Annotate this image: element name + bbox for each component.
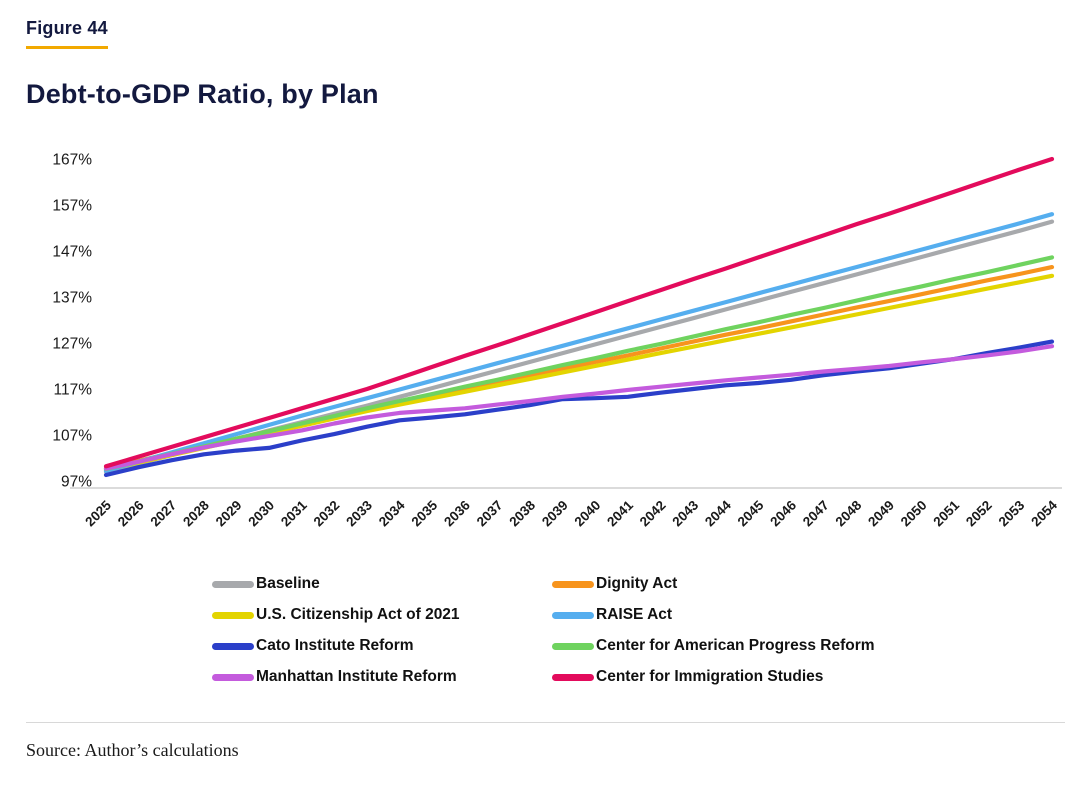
legend-swatch <box>552 580 594 588</box>
series-line-center-for-immigration-studies <box>103 156 1055 469</box>
x-tick-label: 2025 <box>82 497 114 529</box>
series-line-manhattan-institute-reform <box>103 344 1055 471</box>
x-tick-label: 2040 <box>572 498 604 530</box>
legend-label: Center for Immigration Studies <box>596 668 824 685</box>
debt-gdp-line-chart: 97% 107% 117% 127% 137% 147% 157% 167% 2025 2026 2… <box>26 132 1065 569</box>
x-tick-label: 2048 <box>833 497 865 529</box>
legend-item: RAISE Act <box>552 606 1065 624</box>
x-tick-label: 2026 <box>115 497 147 529</box>
legend-item: Center for American Progress Reform <box>552 637 1065 655</box>
x-tick-label: 2046 <box>767 497 799 529</box>
x-tick-label: 2029 <box>213 498 245 530</box>
legend-item: Baseline <box>212 575 552 593</box>
x-tick-label: 2044 <box>702 497 734 529</box>
x-tick-label: 2043 <box>669 497 701 529</box>
legend-label: U.S. Citizenship Act of 2021 <box>256 606 460 623</box>
x-tick-label: 2038 <box>506 497 538 529</box>
legend-item: Cato Institute Reform <box>212 637 552 655</box>
x-tick-label: 2027 <box>148 498 180 530</box>
y-tick-label: 97% <box>61 474 92 491</box>
x-tick-label: 2032 <box>311 498 343 530</box>
y-tick-label: 127% <box>52 336 92 353</box>
x-tick-label: 2031 <box>278 497 310 529</box>
legend-swatch <box>212 611 254 619</box>
legend-label: Manhattan Institute Reform <box>256 668 457 685</box>
x-tick-label: 2034 <box>376 497 408 529</box>
legend-swatch <box>212 673 254 681</box>
x-tick-label: 2036 <box>441 497 473 529</box>
legend-swatch <box>552 611 594 619</box>
series-line-raise-act <box>103 212 1055 473</box>
x-tick-label: 2033 <box>343 497 375 529</box>
legend-item: U.S. Citizenship Act of 2021 <box>212 606 552 624</box>
y-tick-label: 137% <box>52 290 92 307</box>
figure-label: Figure 44 <box>26 18 108 49</box>
x-tick-label: 2047 <box>800 498 832 530</box>
chart-legend: Baseline Dignity Act U.S. Citizenship Act … <box>212 575 1065 686</box>
legend-label: Cato Institute Reform <box>256 637 414 654</box>
legend-swatch <box>212 642 254 650</box>
x-tick-label: 2042 <box>637 498 669 530</box>
y-tick-label: 167% <box>52 152 92 169</box>
y-tick-label: 157% <box>52 198 92 215</box>
legend-item: Dignity Act <box>552 575 1065 593</box>
legend-label: Baseline <box>256 575 320 592</box>
legend-label: Center for American Progress Reform <box>596 637 875 654</box>
x-tick-label: 2035 <box>408 497 440 529</box>
legend-label: Dignity Act <box>596 575 678 592</box>
x-tick-label: 2053 <box>996 497 1028 529</box>
legend-label: RAISE Act <box>596 606 673 623</box>
legend-item: Center for Immigration Studies <box>552 668 1065 686</box>
x-tick-label: 2050 <box>898 498 930 530</box>
legend-swatch <box>552 642 594 650</box>
x-tick-label: 2030 <box>245 498 277 530</box>
x-tick-label: 2052 <box>963 498 995 530</box>
legend-swatch <box>212 580 254 588</box>
y-tick-label: 107% <box>52 428 92 445</box>
series-line-cato-institute-reform <box>103 339 1055 478</box>
series-line-center-for-american-progress-reform <box>103 255 1055 472</box>
page-title: Debt-to-GDP Ratio, by Plan <box>26 79 379 109</box>
x-tick-label: 2041 <box>604 497 636 529</box>
x-tick-label: 2045 <box>735 497 767 529</box>
chart-canvas: 97%107%117%127%137%147%157%167%2025 2026 2… <box>52 152 1062 530</box>
source-note: Source: Author’s calculations <box>26 722 1065 761</box>
x-tick-label: 2054 <box>1028 497 1060 529</box>
x-tick-label: 2028 <box>180 497 212 529</box>
legend-item: Manhattan Institute Reform <box>212 668 552 686</box>
legend-swatch <box>552 673 594 681</box>
y-tick-label: 117% <box>54 382 93 399</box>
y-tick-label: 147% <box>52 244 92 261</box>
x-tick-label: 2037 <box>474 498 506 530</box>
x-tick-label: 2039 <box>539 498 571 530</box>
x-tick-label: 2049 <box>865 498 897 530</box>
x-tick-label: 2051 <box>930 497 962 529</box>
